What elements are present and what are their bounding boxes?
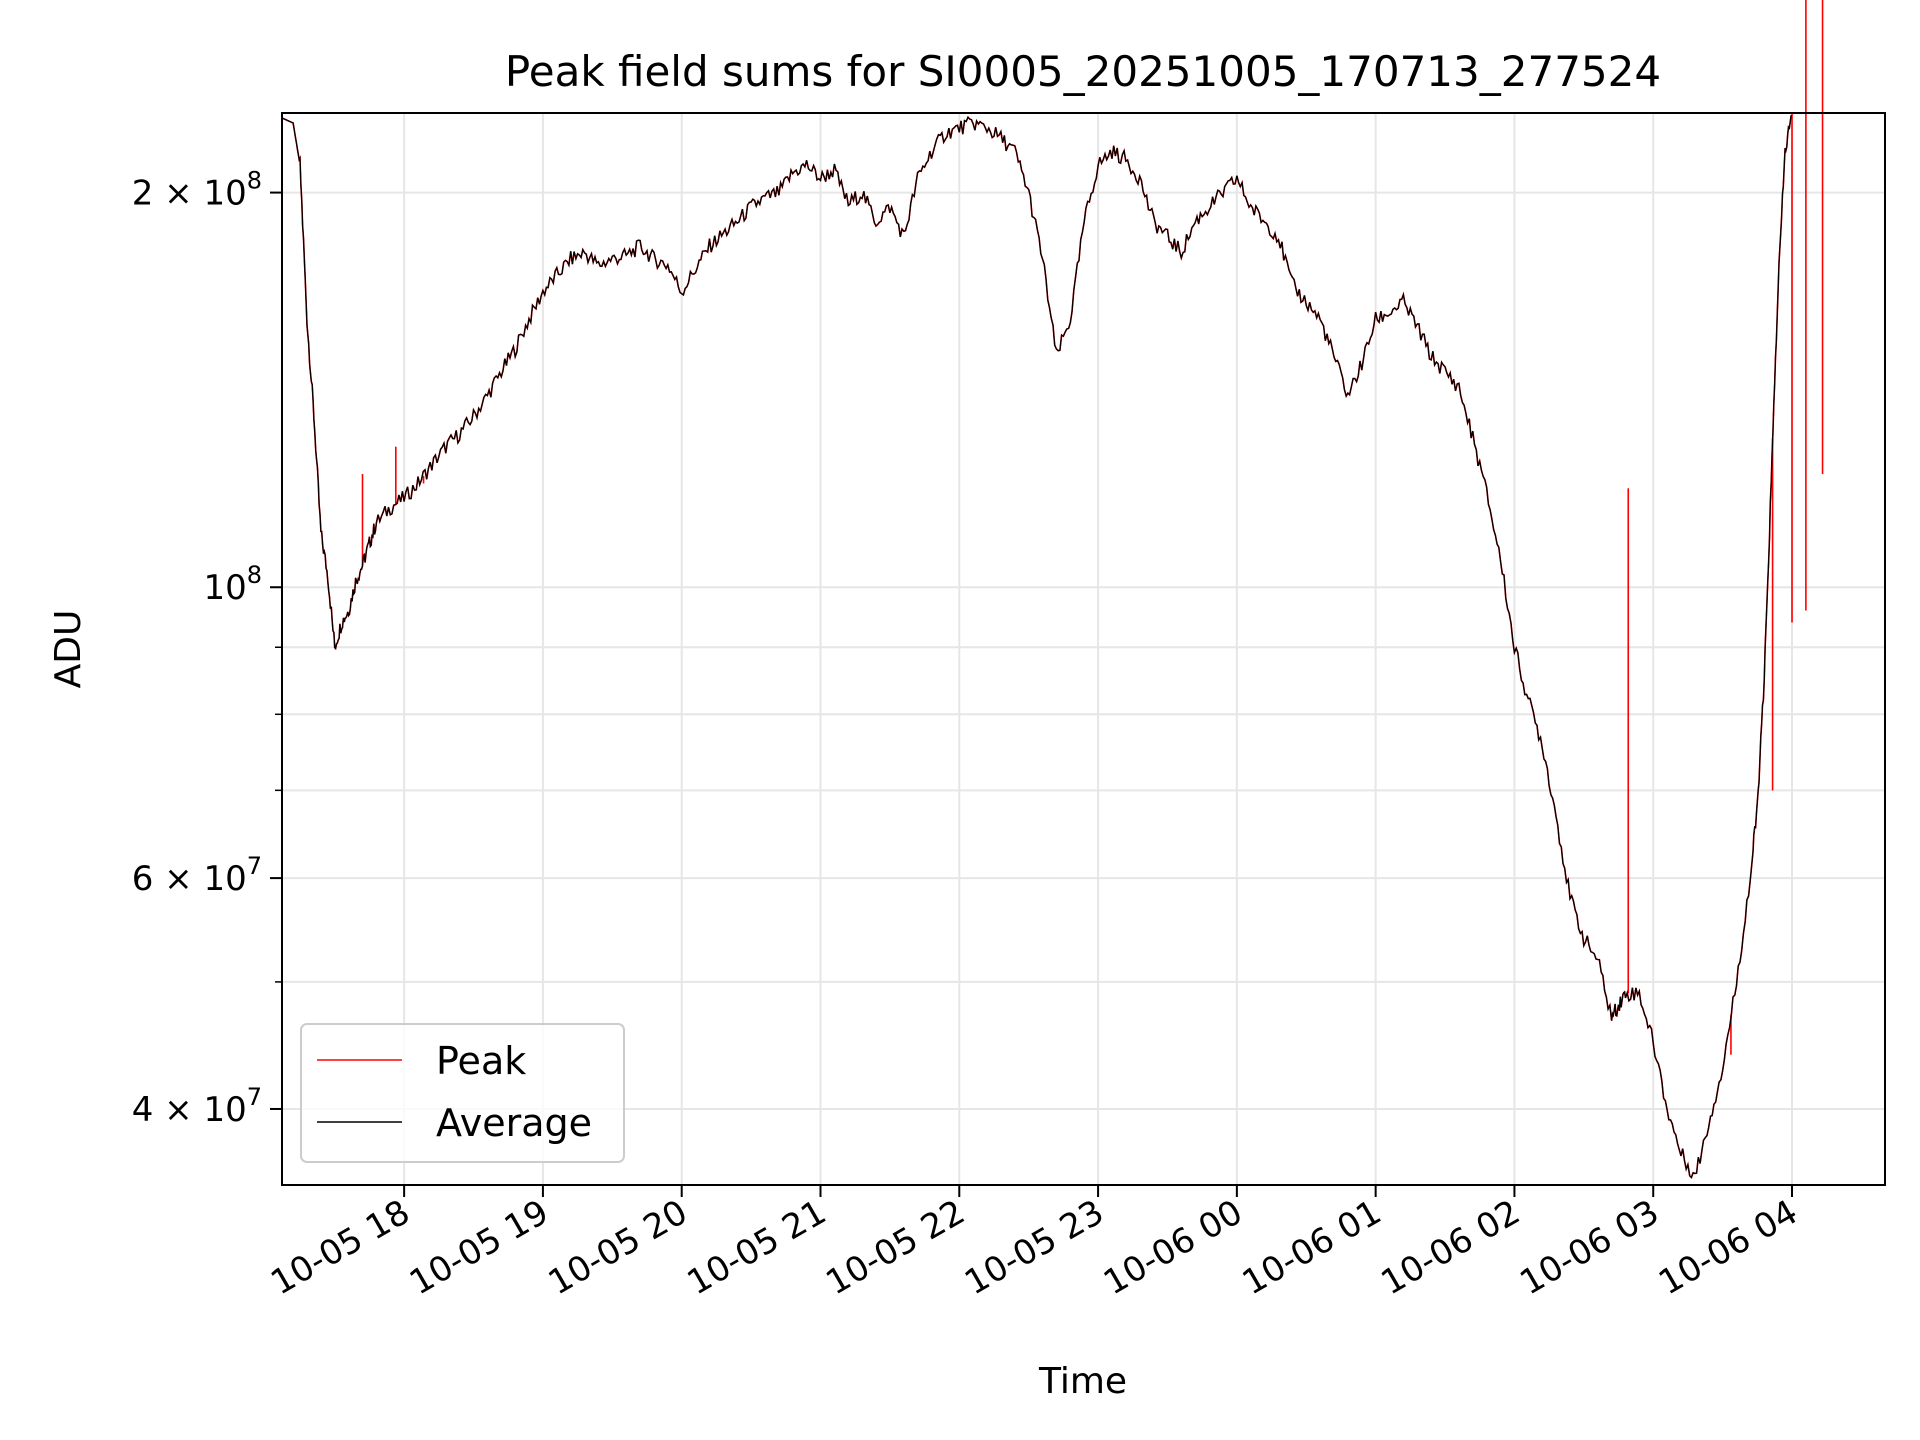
x-axis-label: Time (1038, 1361, 1127, 1402)
y-tick-label: 6 × 107 (132, 852, 262, 899)
grid (282, 113, 1885, 1185)
chart-title: Peak field sums for SI0005_20251005_1707… (505, 47, 1661, 96)
legend-label-average: Average (436, 1101, 592, 1145)
legend: Peak Average (300, 1023, 625, 1163)
average-series-line (281, 115, 1792, 1179)
plot-frame (281, 112, 1886, 1186)
plot-lines (281, 0, 1824, 1179)
y-tick-label: 108 (203, 561, 262, 608)
y-tick-label: 2 × 108 (132, 167, 262, 214)
y-axis-label: ADU (48, 610, 89, 689)
y-axis: 2 × 108 108 6 × 107 4 × 107 (132, 167, 282, 1130)
legend-label-peak: Peak (436, 1039, 526, 1083)
y-tick-label: 4 × 107 (132, 1083, 262, 1130)
legend-box (300, 1023, 625, 1163)
